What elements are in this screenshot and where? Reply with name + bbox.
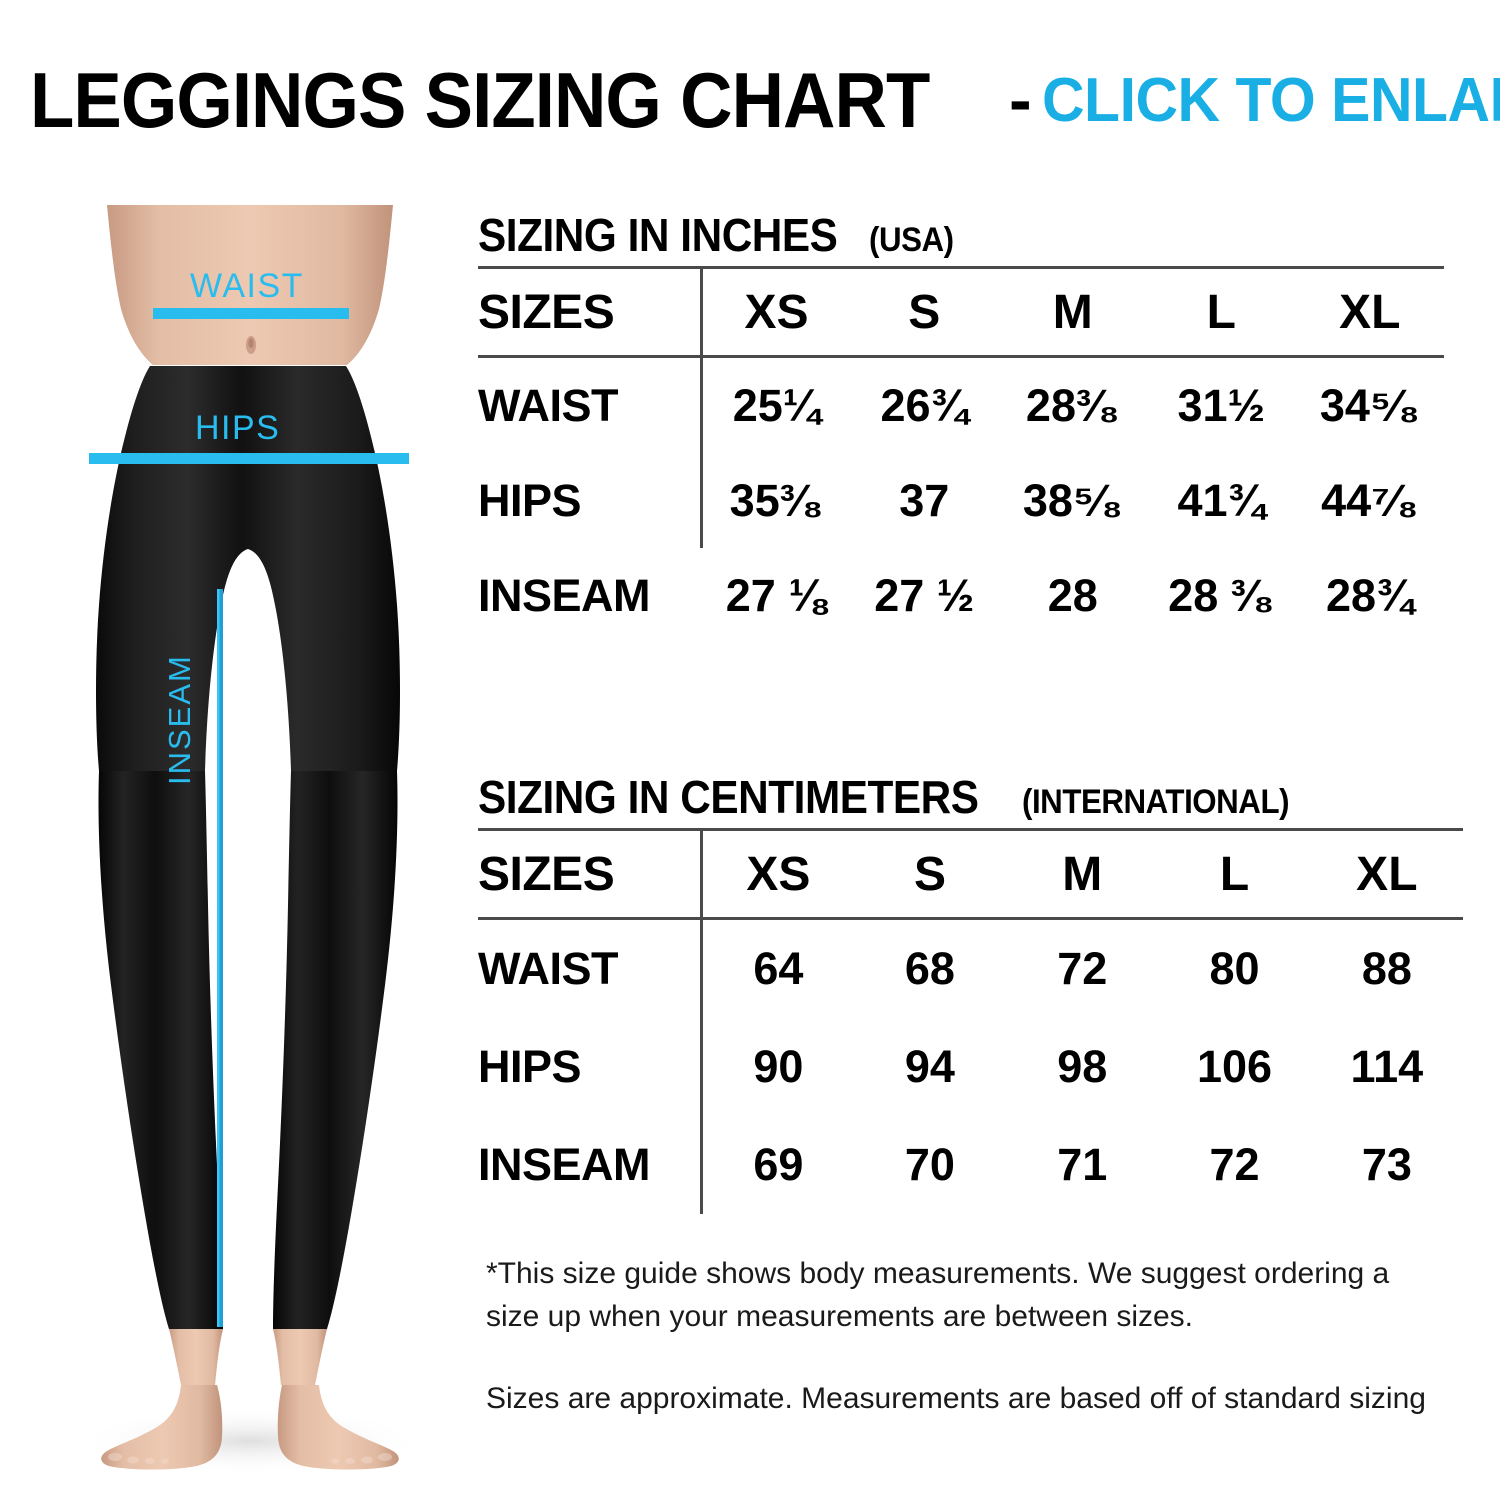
table-row: HIPS 35³⁄₈ 37 38⁵⁄₈ 41¾ 44⁷⁄₈ <box>478 453 1444 548</box>
cm-col-xl: XL <box>1356 847 1418 901</box>
inches-inseam-l: 28 ³⁄₈ <box>1168 569 1275 621</box>
cm-waist-l: 80 <box>1209 943 1260 994</box>
cm-heading-suffix: (INTERNATIONAL) <box>1022 783 1290 821</box>
leggings-right-leg <box>273 771 398 1329</box>
cm-row-label-hips: HIPS <box>478 1018 703 1116</box>
inseam-measure-line <box>217 589 223 1327</box>
inches-waist-xl: 34⁵⁄₈ <box>1319 379 1420 431</box>
cm-table-heading: SIZING IN CENTIMETERS (INTERNATIONAL) <box>478 770 1463 824</box>
inches-hips-xs: 35³⁄₈ <box>729 474 824 526</box>
inches-col-m: M <box>1052 285 1093 339</box>
inches-waist-l: 31½ <box>1177 379 1266 431</box>
table-header-row: SIZES XS S M L XL <box>478 269 1444 357</box>
waist-measure-line <box>153 308 349 319</box>
page-title-main: LEGGINGS SIZING CHART <box>30 55 930 144</box>
cm-waist-m: 72 <box>1057 943 1108 994</box>
right-foot <box>277 1385 399 1470</box>
cm-inseam-l: 72 <box>1209 1139 1260 1190</box>
title-separator: - <box>1009 62 1032 138</box>
table-row: WAIST 25¼ 26¾ 28³⁄₈ 31½ 34⁵⁄₈ <box>478 356 1444 453</box>
inches-inseam-xl: 28¾ <box>1325 569 1414 621</box>
hips-measure-line <box>89 453 409 464</box>
cm-table-block: SIZING IN CENTIMETERS (INTERNATIONAL) SIZ… <box>478 770 1463 1214</box>
inches-heading-main: SIZING IN INCHES <box>478 209 838 261</box>
table-header-row: SIZES XS S M L XL <box>478 831 1463 919</box>
table-row: HIPS 90 94 98 106 114 <box>478 1018 1463 1116</box>
inches-hips-l: 41¾ <box>1177 474 1266 526</box>
cm-col-s: S <box>913 847 946 901</box>
cm-inseam-xs: 69 <box>753 1139 804 1190</box>
inches-sizes-header: SIZES <box>478 269 703 357</box>
page-title: LEGGINGS SIZING CHART - CLICK TO ENLARGE <box>30 56 1500 144</box>
inches-hips-s: 37 <box>899 474 950 526</box>
cm-waist-s: 68 <box>904 943 955 994</box>
cm-inseam-m: 71 <box>1057 1139 1108 1190</box>
cm-waist-xl: 88 <box>1361 943 1412 994</box>
left-ankle <box>169 1329 223 1385</box>
right-ankle <box>273 1329 327 1385</box>
inches-row-label-hips: HIPS <box>478 453 703 548</box>
inches-inseam-m: 28 <box>1047 569 1098 621</box>
inches-waist-xs: 25¼ <box>732 379 821 431</box>
cm-col-m: M <box>1062 847 1103 901</box>
cm-waist-xs: 64 <box>753 943 804 994</box>
hips-label: HIPS <box>195 409 281 447</box>
cm-hips-l: 106 <box>1196 1041 1273 1092</box>
leggings-left-leg <box>98 771 223 1329</box>
footnotes: *This size guide shows body measurements… <box>486 1253 1446 1421</box>
cm-row-label-waist: WAIST <box>478 918 703 1018</box>
cm-size-table: SIZES XS S M L XL WAIST 64 68 72 80 88 H… <box>478 831 1463 1214</box>
inches-col-s: S <box>908 285 941 339</box>
inches-heading-suffix: (USA) <box>868 221 954 259</box>
model-torso <box>107 205 393 365</box>
inches-col-xl: XL <box>1339 285 1401 339</box>
inches-size-table: SIZES XS S M L XL WAIST 25¼ 26¾ 28³⁄₈ 31… <box>478 269 1444 643</box>
inches-col-l: L <box>1206 285 1236 339</box>
table-row: INSEAM 27 ⅛ 27 ½ 28 28 ³⁄₈ 28¾ <box>478 548 1444 643</box>
inches-waist-s: 26¾ <box>880 379 969 431</box>
waist-label: WAIST <box>190 267 304 305</box>
leg-gap <box>233 550 264 1215</box>
inches-waist-m: 28³⁄₈ <box>1025 379 1120 431</box>
cm-hips-m: 98 <box>1057 1041 1108 1092</box>
cm-inseam-s: 70 <box>904 1139 955 1190</box>
leggings-illustration[interactable]: WAIST HIPS INSEAM <box>55 205 445 1485</box>
inches-table-block: SIZING IN INCHES (USA) SIZES XS S M L XL … <box>478 208 1444 643</box>
inches-hips-m: 38⁵⁄₈ <box>1022 474 1123 526</box>
cm-hips-xs: 90 <box>753 1041 804 1092</box>
click-to-enlarge-label[interactable]: CLICK TO ENLARGE <box>1041 65 1500 135</box>
cm-col-xs: XS <box>746 847 811 901</box>
inches-row-label-waist: WAIST <box>478 356 703 453</box>
inches-inseam-s: 27 ½ <box>874 569 975 621</box>
inches-row-label-inseam: INSEAM <box>478 569 651 621</box>
cm-hips-s: 94 <box>904 1041 955 1092</box>
left-foot <box>101 1385 223 1470</box>
footnote-line-2: Sizes are approximate. Measurements are … <box>486 1382 1426 1416</box>
table-row: WAIST 64 68 72 80 88 <box>478 918 1463 1018</box>
inches-heading-rule <box>478 266 1444 269</box>
inseam-label: INSEAM <box>162 654 197 785</box>
leggings-body <box>96 366 400 771</box>
cm-col-l: L <box>1219 847 1250 901</box>
inches-hips-xl: 44⁷⁄₈ <box>1321 474 1419 526</box>
cm-hips-xl: 114 <box>1350 1041 1424 1092</box>
inches-col-xs: XS <box>744 285 809 339</box>
footnote-line-1: *This size guide shows body measurements… <box>486 1257 1390 1333</box>
cm-heading-rule <box>478 828 1463 831</box>
cm-heading-main: SIZING IN CENTIMETERS <box>478 771 979 823</box>
cm-sizes-header: SIZES <box>478 831 703 919</box>
table-row: INSEAM 69 70 71 72 73 <box>478 1116 1463 1214</box>
inches-table-heading: SIZING IN INCHES (USA) <box>478 208 1444 262</box>
cm-row-label-inseam: INSEAM <box>478 1116 703 1214</box>
cm-inseam-xl: 73 <box>1361 1139 1412 1190</box>
model-figure-svg <box>75 205 425 1475</box>
inches-inseam-xs: 27 ⅛ <box>725 569 826 621</box>
